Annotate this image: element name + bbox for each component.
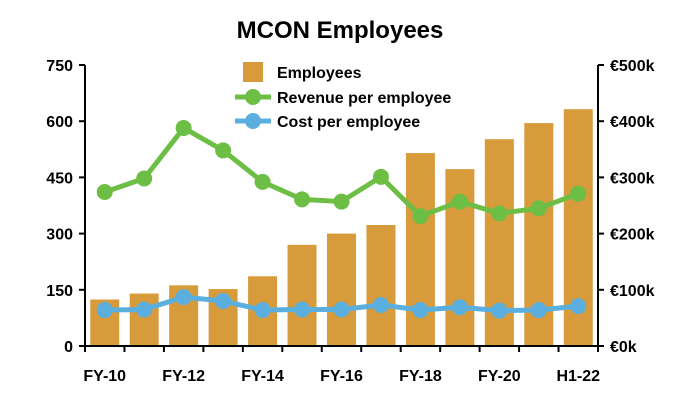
x-tick-label: H1-22: [556, 368, 600, 385]
line-series: [96, 119, 587, 319]
cost-per-employee-legend-label: Cost per employee: [277, 114, 420, 131]
x-tick-label: FY-18: [399, 368, 442, 385]
revenue-per-employee-point: [136, 170, 153, 187]
bar-fy-17: [366, 224, 396, 346]
left-tick-label: 450: [46, 170, 73, 187]
revenue-per-employee-legend-label: Revenue per employee: [277, 90, 451, 107]
cost-per-employee-point: [530, 302, 547, 319]
cost-per-employee-point: [136, 301, 153, 318]
chart-title: MCON Employees: [237, 17, 444, 44]
right-tick-label: €200k: [610, 227, 655, 244]
cost-per-employee-point: [215, 293, 232, 310]
revenue-per-employee-point: [254, 173, 271, 190]
cost-per-employee-point: [294, 301, 311, 318]
revenue-per-employee-legend-marker: [245, 89, 261, 105]
cost-per-employee-legend-marker: [245, 113, 261, 129]
left-tick-label: 300: [46, 227, 73, 244]
revenue-per-employee-point: [570, 185, 587, 202]
cost-per-employee-point: [175, 289, 192, 306]
legend: Employees Revenue per employee Cost per em…: [235, 62, 451, 131]
cost-per-employee-point: [570, 298, 587, 315]
revenue-per-employee-point: [333, 193, 350, 210]
cost-per-employee-point: [372, 296, 389, 313]
revenue-per-employee-point: [372, 168, 389, 185]
x-tick-label: FY-12: [162, 368, 205, 385]
bar-fy-11: [129, 293, 159, 346]
revenue-per-employee-point: [294, 191, 311, 208]
left-tick-label: 750: [46, 58, 73, 75]
left-tick-label: 150: [46, 283, 73, 300]
cost-per-employee-point: [333, 301, 350, 318]
bar-fy-16: [327, 233, 356, 346]
x-tick-label: FY-14: [241, 368, 284, 385]
revenue-per-employee-point: [530, 200, 547, 217]
cost-per-employee-point: [451, 299, 468, 316]
employees-legend-label: Employees: [277, 65, 362, 82]
cost-per-employee-point: [412, 302, 429, 319]
revenue-per-employee-point: [215, 142, 232, 159]
right-tick-label: €300k: [610, 170, 655, 187]
cost-per-employee-point: [96, 302, 113, 319]
cost-per-employee-point: [491, 302, 508, 319]
x-tick-label: FY-16: [320, 368, 363, 385]
revenue-per-employee-point: [96, 184, 113, 201]
axes: [84, 65, 599, 347]
right-tick-label: €400k: [610, 114, 655, 131]
bar-fy-15: [287, 244, 317, 346]
x-tick-label: FY-20: [478, 368, 521, 385]
left-tick-label: 0: [64, 339, 73, 356]
revenue-per-employee-point: [412, 208, 429, 225]
revenue-per-employee-point: [491, 205, 508, 222]
x-axis-ticks: FY-10 FY-12 FY-14 FY-16 FY-18 FY-20 H1-22: [83, 346, 600, 385]
revenue-per-employee-point: [451, 193, 468, 210]
left-tick-label: 600: [46, 114, 73, 131]
left-axis-ticks: 0 150 300 450 600 750: [46, 58, 85, 356]
right-axis-ticks: €0k €100k €200k €300k €400k €500k: [598, 58, 655, 356]
cost-per-employee-point: [254, 302, 271, 319]
right-tick-label: €0k: [610, 339, 637, 356]
right-tick-label: €100k: [610, 283, 655, 300]
revenue-per-employee-point: [175, 119, 192, 136]
right-tick-label: €500k: [610, 58, 655, 75]
x-tick-label: FY-10: [83, 368, 126, 385]
employees-legend-swatch: [243, 62, 263, 82]
